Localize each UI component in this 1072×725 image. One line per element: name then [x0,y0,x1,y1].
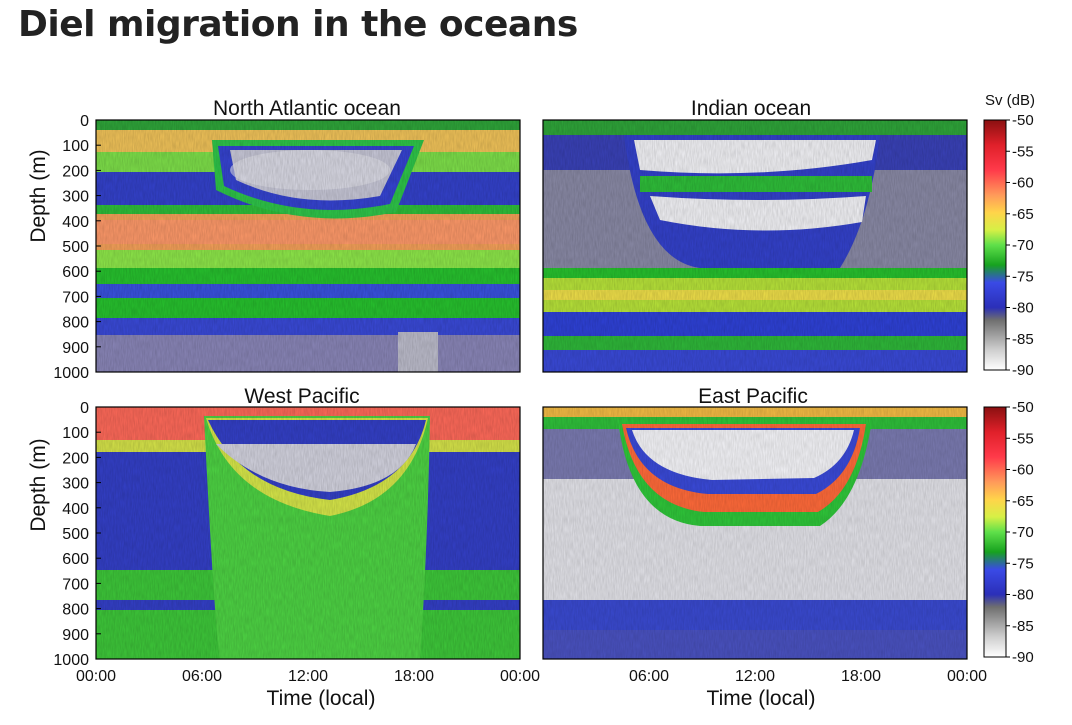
colorbar-tick-label: -90 [1012,649,1034,666]
y-axis-label-top: Depth (m) [27,149,50,242]
panel-west-pacific: West Pacific [95,385,521,660]
x-tick-label: 00:00 [76,668,116,685]
colorbar-tick-label: -70 [1012,237,1034,254]
x-tick-label: 18:00 [394,668,434,685]
colorbar-tick-label: -60 [1012,462,1034,479]
colorbar-top [983,119,1007,371]
colorbar-tick-label: -80 [1012,300,1034,317]
page-title: Diel migration in the oceans [18,4,578,45]
y-tick-label: 900 [62,627,89,644]
x-tick-label: 12:00 [288,668,328,685]
colorbar-bottom [983,406,1007,658]
echogram-west-pacific [96,407,520,659]
x-tick-label: 00:00 [947,668,987,685]
colorbar-tick-label: -65 [1012,206,1034,223]
y-tick-label: 0 [80,113,89,130]
colorbar-tick-label: -55 [1012,143,1034,160]
x-tick-label: 06:00 [182,668,222,685]
x-tick-label: 06:00 [629,668,669,685]
y-tick-label: 0 [80,400,89,417]
y-tick-label: 500 [62,526,89,543]
y-tick-label: 800 [62,602,89,619]
colorbar-tick-label: -65 [1012,493,1034,510]
echogram-north-atlantic [96,120,520,372]
y-tick-label: 400 [62,214,89,231]
panel-title-north-atlantic: North Atlantic ocean [213,97,401,120]
colorbar-tick-label: -50 [1012,399,1034,416]
plot-frame [542,406,968,660]
colorbar-tick-label: -85 [1012,331,1034,348]
colorbar-tick-label: -70 [1012,524,1034,541]
colorbar-ticks: -50 -55 -60 -65 -70 -75 -80 -85 -90 -50 -55 -60 -65 -… [1006,112,1034,666]
x-tick-label: 00:00 [500,668,540,685]
y-tick-label: 100 [62,138,89,155]
x-tick-label: 18:00 [841,668,881,685]
plot-frame [542,119,968,373]
y-tick-label: 600 [62,551,89,568]
x-tick-label: 12:00 [735,668,775,685]
panel-title-indian: Indian ocean [691,97,811,120]
colorbar-tick-label: -60 [1012,175,1034,192]
colorbar-tick-label: -85 [1012,618,1034,635]
y-tick-label: 200 [62,163,89,180]
panel-title-west-pacific: West Pacific [244,385,359,408]
y-tick-label: 700 [62,576,89,593]
colorbar-tick-label: -50 [1012,112,1034,129]
colorbar-label: Sv (dB) [985,92,1035,109]
y-tick-label: 700 [62,289,89,306]
y-tick-label: 1000 [53,652,89,669]
echogram-indian [543,120,967,372]
y-tick-label: 300 [62,189,89,206]
y-tick-label: 600 [62,264,89,281]
y-tick-label: 800 [62,315,89,332]
x-axis-label-left: Time (local) [267,687,376,710]
colorbar-tick-label: -75 [1012,555,1034,572]
y-tick-label: 200 [62,450,89,467]
panel-indian: Indian ocean [542,97,968,373]
y-tick-label: 900 [62,340,89,357]
colorbar-tick-label: -55 [1012,430,1034,447]
axes-layer: 0 100 200 300 400 500 600 700 800 900 1000 0 100 200 3… [53,113,987,685]
colorbar-tick-label: -75 [1012,268,1034,285]
y-tick-label: 500 [62,239,89,256]
x-axis-label-right: Time (local) [707,687,816,710]
y-tick-label: 100 [62,425,89,442]
y-axis-label-bottom: Depth (m) [27,438,50,531]
echogram-east-pacific [543,407,967,659]
y-tick-label: 1000 [53,365,89,382]
y-tick-label: 300 [62,476,89,493]
colorbar-tick-label: -90 [1012,362,1034,379]
panel-east-pacific: East Pacific [542,385,968,660]
y-tick-label: 400 [62,501,89,518]
panel-title-east-pacific: East Pacific [698,385,808,408]
colorbar-tick-label: -80 [1012,587,1034,604]
panel-north-atlantic: North Atlantic ocean [95,97,521,373]
